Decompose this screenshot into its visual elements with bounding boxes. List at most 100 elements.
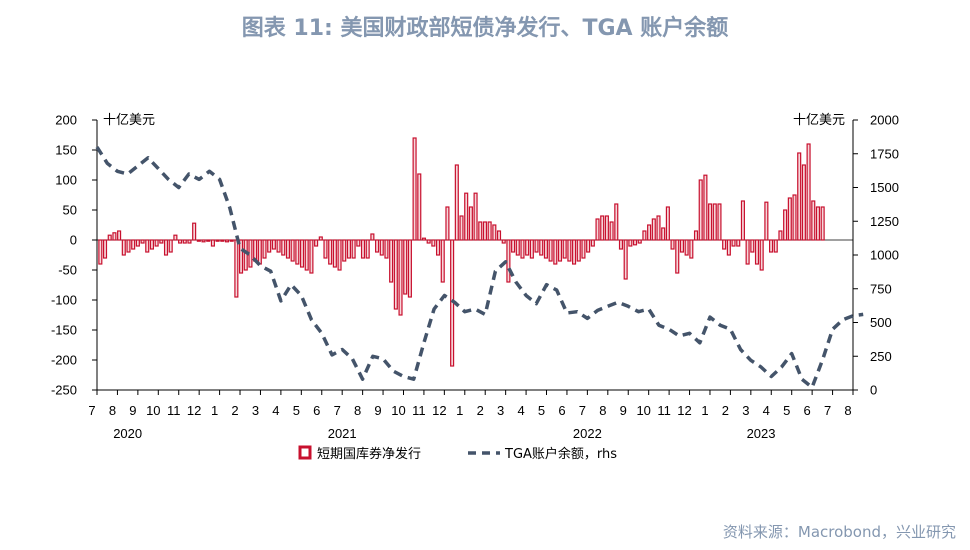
legend-bar-label: 短期国库券净发行 — [317, 446, 421, 462]
bar — [787, 197, 792, 241]
bar — [196, 239, 201, 242]
bar — [229, 239, 234, 242]
x-tick-label: 10 — [146, 403, 160, 418]
x-tick-label: 9 — [374, 403, 381, 418]
left-tick-label: 0 — [70, 233, 77, 248]
bar — [440, 239, 445, 283]
bar — [792, 194, 797, 241]
bar — [562, 239, 567, 259]
bar — [426, 239, 431, 244]
legend: 短期国库券净发行 TGA账户余额，rhs — [298, 445, 617, 462]
bar — [187, 239, 192, 244]
bar — [131, 239, 136, 250]
bar — [173, 234, 178, 241]
bar — [464, 192, 469, 241]
year-label: 2021 — [328, 426, 357, 441]
bar — [323, 239, 328, 259]
x-tick-label: 2 — [231, 403, 238, 418]
chart-axes — [92, 119, 858, 395]
x-tick-label: 1 — [456, 403, 463, 418]
bar — [192, 222, 197, 241]
bar — [534, 239, 539, 253]
bar — [665, 206, 670, 241]
bar — [140, 239, 145, 244]
bar — [154, 239, 159, 247]
bar — [647, 224, 652, 241]
bar — [159, 239, 164, 244]
bar — [267, 239, 272, 253]
bar — [356, 239, 361, 247]
bar — [126, 239, 131, 253]
bar — [576, 239, 581, 262]
bar — [398, 239, 403, 316]
left-tick-label: -200 — [51, 353, 77, 368]
bar — [590, 239, 595, 247]
bar — [618, 239, 624, 250]
bar — [210, 239, 215, 247]
bar — [740, 200, 745, 241]
year-label: 2022 — [573, 426, 602, 441]
bar — [600, 215, 605, 241]
bar — [529, 239, 534, 259]
bar — [820, 206, 825, 241]
bar — [351, 239, 356, 259]
bar — [511, 239, 516, 253]
left-tick-label: 50 — [63, 203, 77, 218]
left-tick-label: -250 — [51, 383, 77, 398]
x-tick-label: 4 — [517, 403, 524, 418]
bar — [431, 239, 436, 247]
bar — [393, 239, 398, 310]
x-tick-label: 9 — [620, 403, 627, 418]
bar — [178, 239, 183, 244]
bar — [215, 239, 220, 242]
bar — [642, 230, 647, 241]
bar — [675, 239, 680, 274]
bar — [473, 192, 478, 241]
x-tick-label: 4 — [763, 403, 770, 418]
bar — [651, 218, 656, 241]
bar — [572, 239, 577, 265]
legend-bar-swatch — [298, 445, 312, 460]
bar — [224, 239, 230, 243]
bar — [769, 239, 774, 253]
bar — [581, 239, 586, 259]
bar — [778, 230, 783, 241]
bar — [379, 239, 384, 256]
x-tick-label: 9 — [129, 403, 136, 418]
bar — [262, 239, 267, 259]
bar — [750, 239, 755, 253]
bar — [628, 239, 633, 247]
bar — [145, 239, 150, 253]
bar — [220, 239, 225, 242]
right-tick-label: 1250 — [870, 214, 899, 229]
bar — [708, 203, 713, 241]
x-tick-label: 12 — [432, 403, 446, 418]
x-tick-label: 8 — [599, 403, 606, 418]
page-title: 图表 11: 美国财政部短债净发行、TGA 账户余额 — [241, 16, 729, 41]
left-tick-label: -50 — [58, 263, 77, 278]
bar — [314, 239, 319, 247]
x-tick-label: 11 — [167, 403, 181, 418]
bar — [487, 221, 492, 241]
bar — [567, 239, 572, 262]
bar — [811, 200, 816, 241]
x-tick-label: 6 — [313, 403, 320, 418]
bar — [722, 239, 727, 250]
x-tick-label: 12 — [187, 403, 201, 418]
x-tick-label: 5 — [783, 403, 790, 418]
bar — [501, 239, 506, 244]
left-tick-label: 150 — [55, 143, 77, 158]
x-tick-label: 1 — [211, 403, 218, 418]
x-tick-label: 1 — [701, 403, 708, 418]
bar — [201, 239, 206, 243]
bar — [815, 206, 821, 241]
bar — [332, 239, 337, 268]
bar — [403, 239, 408, 295]
left-tick-label: -150 — [51, 323, 77, 338]
bar — [182, 239, 187, 244]
axis-labels: 200150100500-50-100-150-200-250200017501… — [51, 113, 899, 442]
bar — [548, 239, 553, 262]
x-tick-label: 5 — [538, 403, 545, 418]
bar — [299, 239, 305, 268]
bar — [309, 239, 314, 274]
